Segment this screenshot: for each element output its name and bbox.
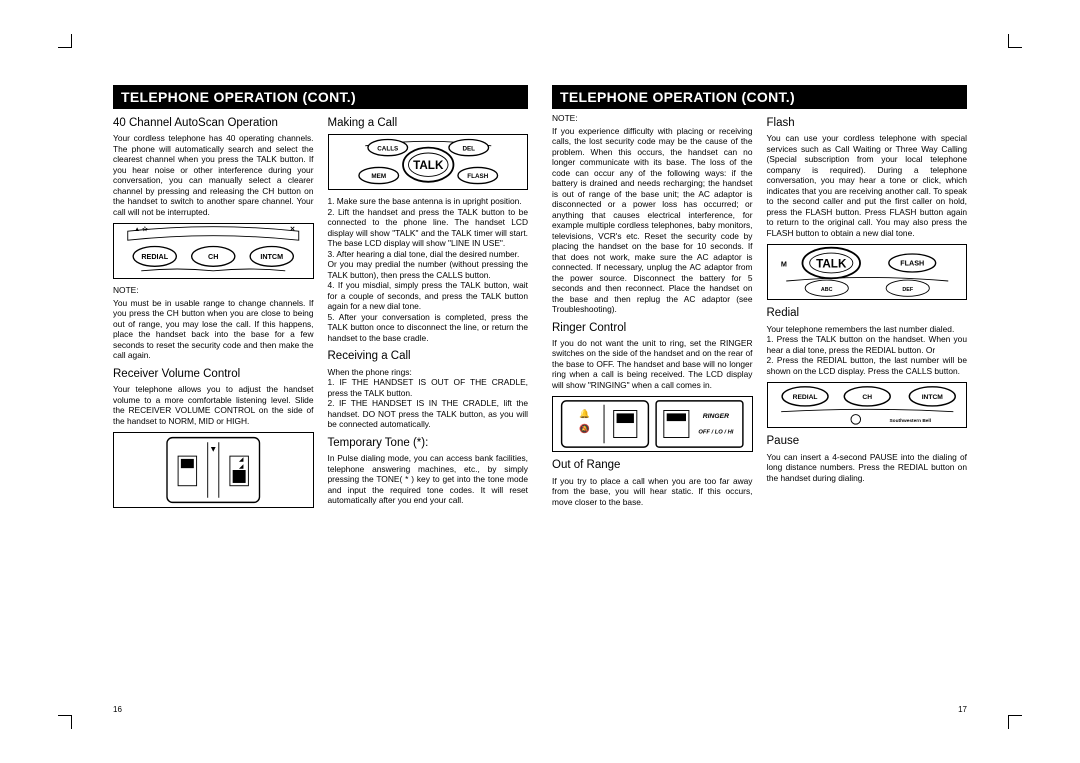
body-text: If you do not want the unit to ring, set…: [552, 338, 753, 391]
body-text: Your telephone allows you to adjust the …: [113, 384, 314, 426]
figure-talk-flash: TALK M FLASH ABC DEF: [767, 244, 968, 300]
page-header-left: TELEPHONE OPERATION (CONT.): [113, 85, 528, 109]
right-page: TELEPHONE OPERATION (CONT.) NOTE: If you…: [552, 85, 967, 710]
svg-text:🔕: 🔕: [579, 424, 590, 434]
body-text: Your telephone remembers the last number…: [767, 324, 968, 377]
body-text: If you experience difficulty with placin…: [552, 126, 753, 315]
page-number: 17: [958, 705, 967, 714]
note-label: NOTE:: [113, 285, 314, 296]
svg-text:ABC: ABC: [820, 287, 832, 293]
body-text: You must be in usable range to change ch…: [113, 298, 314, 361]
body-text: 1. Make sure the base antenna is in upri…: [328, 196, 529, 343]
section-title: Pause: [767, 434, 968, 448]
svg-text:INTCM: INTCM: [260, 252, 283, 261]
right-col-1: NOTE: If you experience difficulty with …: [552, 113, 753, 710]
right-col-2: Flash You can use your cordless telephon…: [767, 113, 968, 710]
svg-text:MEM: MEM: [371, 174, 386, 181]
section-title: Receiving a Call: [328, 349, 529, 363]
left-col-1: 40 Channel AutoScan Operation Your cordl…: [113, 113, 314, 710]
svg-text:DEF: DEF: [902, 287, 913, 293]
svg-text:CH: CH: [208, 252, 218, 261]
body-text: When the phone rings: 1. IF THE HANDSET …: [328, 367, 529, 430]
svg-text:🔔: 🔔: [579, 409, 590, 419]
page-spread: TELEPHONE OPERATION (CONT.) 40 Channel A…: [113, 85, 967, 710]
section-title: 40 Channel AutoScan Operation: [113, 116, 314, 130]
section-title: Making a Call: [328, 116, 529, 130]
svg-text:Southwestern Bell: Southwestern Bell: [889, 418, 931, 424]
body-text: You can insert a 4-second PAUSE into the…: [767, 452, 968, 484]
svg-text:OFF / LO / HI: OFF / LO / HI: [698, 430, 733, 436]
svg-text:TALK: TALK: [413, 160, 444, 173]
figure-talk-keypad: CALLS DEL TALK MEM FLASH: [328, 134, 529, 190]
figure-redial-ch-intcm: ▲ ☆ ✕ REDIAL CH INTCM: [113, 223, 314, 279]
note-label: NOTE:: [552, 113, 753, 124]
svg-text:▲ ☆: ▲ ☆: [134, 227, 148, 234]
svg-text:CALLS: CALLS: [377, 146, 398, 153]
section-title: Ringer Control: [552, 321, 753, 335]
body-text: You can use your cordless telephone with…: [767, 133, 968, 238]
figure-volume-side: ▾ ◢ ◢: [113, 432, 314, 508]
body-text: Your cordless telephone has 40 operating…: [113, 133, 314, 217]
section-title: Temporary Tone (*):: [328, 436, 529, 450]
svg-text:CH: CH: [862, 395, 872, 402]
svg-text:◢: ◢: [238, 463, 244, 470]
svg-text:M: M: [780, 260, 786, 269]
svg-text:INTCM: INTCM: [921, 395, 943, 402]
section-title: Flash: [767, 116, 968, 130]
svg-text:▾: ▾: [210, 444, 216, 454]
figure-ringer-switch: 🔔 🔕 RINGER OFF / LO / HI: [552, 396, 753, 452]
svg-text:TALK: TALK: [816, 258, 847, 271]
figure-redial-bottom: REDIAL CH INTCM Southwestern Bell: [767, 382, 968, 428]
section-title: Out of Range: [552, 458, 753, 472]
body-text: In Pulse dialing mode, you can access ba…: [328, 453, 529, 506]
svg-text:FLASH: FLASH: [467, 174, 488, 181]
svg-text:REDIAL: REDIAL: [141, 252, 168, 261]
body-text: If you try to place a call when you are …: [552, 476, 753, 508]
svg-text:REDIAL: REDIAL: [792, 395, 817, 402]
svg-text:DEL: DEL: [462, 146, 475, 153]
section-title: Receiver Volume Control: [113, 367, 314, 381]
svg-text:RINGER: RINGER: [703, 414, 729, 421]
page-number: 16: [113, 705, 122, 714]
svg-text:✕: ✕: [290, 227, 295, 234]
section-title: Redial: [767, 306, 968, 320]
page-header-right: TELEPHONE OPERATION (CONT.): [552, 85, 967, 109]
svg-text:◢: ◢: [238, 456, 244, 463]
left-page: TELEPHONE OPERATION (CONT.) 40 Channel A…: [113, 85, 528, 710]
left-col-2: Making a Call CALLS DEL TALK MEM: [328, 113, 529, 710]
svg-text:FLASH: FLASH: [900, 259, 924, 268]
